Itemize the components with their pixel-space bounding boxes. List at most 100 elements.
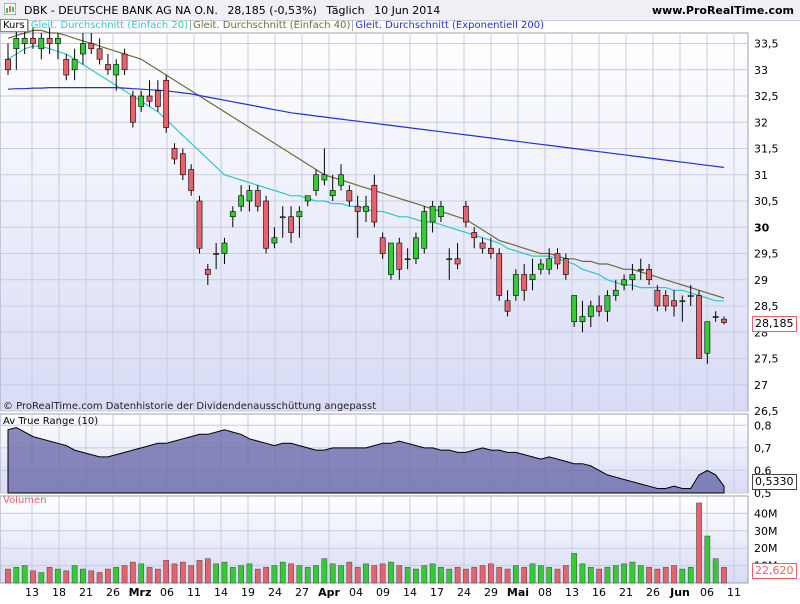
candle-up[interactable] bbox=[80, 43, 86, 55]
candle-up[interactable] bbox=[271, 237, 278, 244]
candle-up[interactable] bbox=[279, 216, 286, 219]
volume-bar[interactable] bbox=[438, 567, 444, 584]
volume-bar[interactable] bbox=[88, 570, 95, 584]
volume-bar[interactable] bbox=[654, 568, 661, 584]
volume-bar[interactable] bbox=[146, 567, 153, 584]
candle-up[interactable] bbox=[537, 263, 544, 270]
candle-down[interactable] bbox=[471, 232, 478, 239]
candle-down[interactable] bbox=[521, 274, 528, 291]
candle-down[interactable] bbox=[88, 43, 95, 50]
candle-up[interactable] bbox=[388, 242, 394, 275]
volume-bar[interactable] bbox=[379, 563, 386, 584]
volume-panel-label[interactable]: Volumen bbox=[3, 495, 47, 506]
candle-down[interactable] bbox=[454, 258, 461, 265]
candle-up[interactable] bbox=[637, 268, 644, 271]
candle-down[interactable] bbox=[163, 79, 170, 128]
candle-down[interactable] bbox=[254, 190, 261, 207]
volume-bar[interactable] bbox=[371, 565, 378, 584]
candle-down[interactable] bbox=[488, 247, 494, 254]
legend-kurs[interactable]: Kurs bbox=[0, 19, 28, 32]
candle-down[interactable] bbox=[288, 216, 294, 233]
candle-up[interactable] bbox=[612, 289, 619, 296]
candle-up[interactable] bbox=[296, 211, 303, 218]
volume-bar[interactable] bbox=[221, 561, 228, 584]
volume-bar[interactable] bbox=[662, 567, 669, 584]
volume-bar[interactable] bbox=[388, 561, 394, 584]
volume-bar[interactable] bbox=[279, 561, 286, 584]
candle-down[interactable] bbox=[130, 95, 136, 123]
candle-down[interactable] bbox=[121, 53, 128, 71]
volume-bar[interactable] bbox=[679, 568, 686, 584]
candle-down[interactable] bbox=[654, 289, 661, 307]
candle-down[interactable] bbox=[504, 300, 511, 312]
volume-bar[interactable] bbox=[637, 565, 644, 584]
candle-up[interactable] bbox=[404, 258, 411, 261]
candle-up[interactable] bbox=[238, 195, 244, 207]
volume-bar[interactable] bbox=[354, 567, 361, 584]
candle-up[interactable] bbox=[304, 195, 311, 202]
candle-up[interactable] bbox=[529, 274, 536, 281]
volume-bar[interactable] bbox=[496, 567, 503, 584]
candle-down[interactable] bbox=[154, 90, 161, 107]
volume-bar[interactable] bbox=[304, 567, 311, 584]
volume-bar[interactable] bbox=[229, 567, 236, 584]
volume-bar[interactable] bbox=[621, 563, 627, 584]
volume-bar[interactable] bbox=[71, 565, 78, 584]
volume-bar[interactable] bbox=[521, 567, 528, 584]
candle-up[interactable] bbox=[512, 274, 519, 296]
candle-down[interactable] bbox=[30, 37, 36, 44]
candle-up[interactable] bbox=[438, 205, 444, 218]
volume-bar[interactable] bbox=[721, 567, 727, 584]
volume-bar[interactable] bbox=[63, 570, 70, 584]
volume-bar[interactable] bbox=[479, 565, 486, 584]
volume-bar[interactable] bbox=[579, 563, 586, 584]
volume-bar[interactable] bbox=[629, 561, 636, 584]
candle-up[interactable] bbox=[229, 211, 236, 218]
candle-down[interactable] bbox=[662, 295, 669, 307]
candle-down[interactable] bbox=[105, 64, 111, 71]
candle-up[interactable] bbox=[629, 274, 636, 281]
volume-bar[interactable] bbox=[5, 568, 11, 584]
volume-bar[interactable] bbox=[55, 568, 61, 584]
volume-bar[interactable] bbox=[329, 563, 336, 584]
volume-bar[interactable] bbox=[471, 567, 478, 584]
volume-bar[interactable] bbox=[155, 568, 161, 584]
volume-bar[interactable] bbox=[571, 553, 577, 584]
volume-bar[interactable] bbox=[121, 565, 128, 584]
candle-up[interactable] bbox=[38, 37, 45, 50]
volume-bar[interactable] bbox=[587, 567, 594, 584]
candle-down[interactable] bbox=[188, 169, 195, 191]
volume-bar[interactable] bbox=[296, 565, 303, 584]
candle-up[interactable] bbox=[587, 305, 594, 317]
candle-down[interactable] bbox=[396, 242, 403, 270]
volume-bar[interactable] bbox=[96, 572, 103, 584]
volume-bar[interactable] bbox=[513, 565, 519, 584]
volume-bar[interactable] bbox=[671, 565, 677, 584]
volume-bar[interactable] bbox=[196, 560, 203, 584]
volume-bar[interactable] bbox=[404, 567, 411, 584]
candle-down[interactable] bbox=[171, 148, 178, 160]
volume-bar[interactable] bbox=[213, 563, 219, 584]
volume-bar[interactable] bbox=[338, 565, 344, 584]
volume-bar[interactable] bbox=[454, 567, 461, 584]
candle-up[interactable] bbox=[55, 37, 61, 44]
site-url[interactable]: www.ProRealTime.com bbox=[651, 4, 794, 17]
volume-bar[interactable] bbox=[321, 558, 328, 584]
candle-down[interactable] bbox=[96, 48, 103, 60]
volume-bar[interactable] bbox=[562, 565, 569, 584]
candle-down[interactable] bbox=[46, 37, 53, 44]
volume-bar[interactable] bbox=[13, 567, 20, 584]
candle-down[interactable] bbox=[5, 58, 11, 71]
candle-up[interactable] bbox=[546, 258, 553, 270]
volume-bar[interactable] bbox=[138, 563, 145, 584]
volume-bar[interactable] bbox=[113, 567, 120, 584]
candle-up[interactable] bbox=[604, 295, 611, 312]
candle-down[interactable] bbox=[479, 242, 486, 249]
volume-bar[interactable] bbox=[363, 563, 369, 584]
legend-ma40[interactable]: Gleit. Durchschnitt (Einfach 40) bbox=[190, 20, 352, 31]
candle-down[interactable] bbox=[354, 205, 361, 212]
candle-up[interactable] bbox=[621, 279, 627, 286]
candle-down[interactable] bbox=[671, 300, 677, 307]
candle-up[interactable] bbox=[321, 174, 328, 181]
volume-bar[interactable] bbox=[30, 570, 36, 584]
